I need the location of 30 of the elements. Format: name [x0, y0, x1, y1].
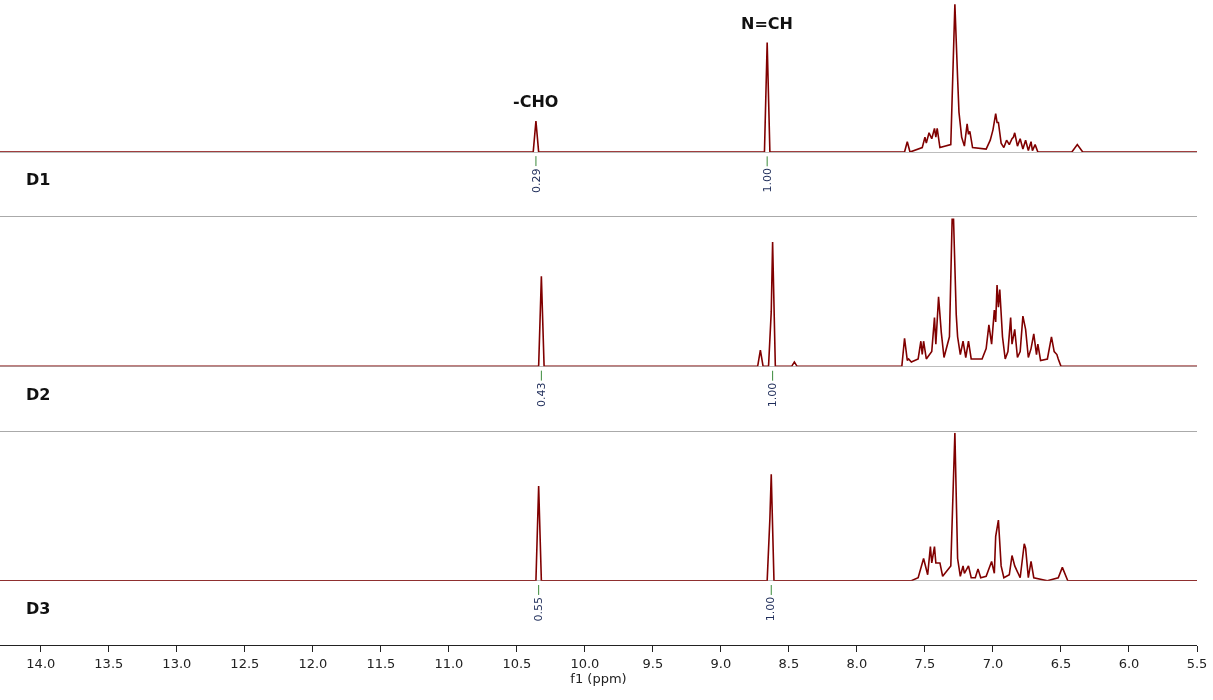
annotation: N=CH	[741, 14, 793, 33]
x-tick-label: 9.5	[642, 655, 664, 671]
annotation: 1.00	[765, 382, 779, 408]
text: D2	[26, 385, 51, 404]
x-tick-label: 12.0	[298, 655, 328, 671]
x-tick-label: 5.5	[1186, 655, 1208, 671]
x-axis-title: f1 (ppm)	[570, 670, 627, 686]
x-tick-label: 7.5	[914, 655, 936, 671]
x-tick-label: 9.0	[710, 655, 732, 671]
annotation: 1.00	[760, 167, 774, 193]
x-tick-label: 13.5	[94, 655, 124, 671]
x-tick-label: 7.0	[982, 655, 1004, 671]
x-tick-label: 6.0	[1118, 655, 1140, 671]
text: D1	[26, 170, 51, 189]
x-tick-label: 13.0	[162, 655, 192, 671]
x-tick-label: 8.5	[778, 655, 800, 671]
x-tick-label: 10.0	[570, 655, 600, 671]
x-tick-label: 8.0	[846, 655, 868, 671]
x-tick-label: 12.5	[230, 655, 260, 671]
text: D3	[26, 599, 51, 618]
x-tick-label: 10.5	[502, 655, 532, 671]
annotation: 1.00	[764, 596, 778, 622]
annotation: 0.29	[529, 168, 543, 194]
annotation: -CHO	[513, 92, 559, 111]
x-tick-label: 11.5	[366, 655, 396, 671]
x-tick-label: 14.0	[26, 655, 56, 671]
x-tick-label: 11.0	[434, 655, 464, 671]
annotation: 0.43	[534, 382, 548, 407]
x-tick-label: 6.5	[1050, 655, 1072, 671]
annotation: 0.55	[531, 597, 545, 622]
